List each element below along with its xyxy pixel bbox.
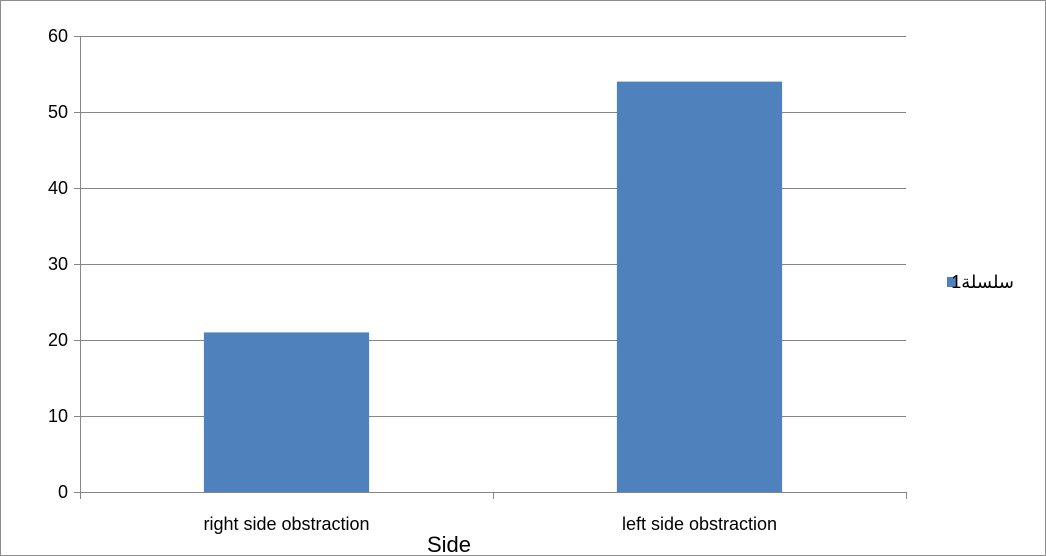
y-tick-label: 0: [58, 482, 68, 502]
x-category-label: right side obstraction: [203, 514, 369, 534]
x-axis-title: Side: [427, 532, 471, 556]
y-tick-label: 40: [48, 178, 68, 198]
y-tick-label: 20: [48, 330, 68, 350]
bar: [203, 332, 370, 492]
y-tick-label: 30: [48, 254, 68, 274]
y-tick-label: 60: [48, 26, 68, 46]
legend-swatch: [947, 277, 957, 287]
axes: [80, 36, 907, 499]
x-axis-categories: right side obstraction left side obstract…: [203, 514, 777, 534]
bar: [616, 81, 783, 492]
x-category-label: left side obstraction: [622, 514, 777, 534]
bars: [203, 81, 783, 492]
legend-label: سلسلة1: [951, 272, 1014, 292]
y-tick-label: 10: [48, 406, 68, 426]
y-axis-ticks: 0 10 20 30 40 50 60: [48, 26, 80, 502]
legend: سلسلة1: [947, 272, 1014, 292]
y-tick-label: 50: [48, 102, 68, 122]
